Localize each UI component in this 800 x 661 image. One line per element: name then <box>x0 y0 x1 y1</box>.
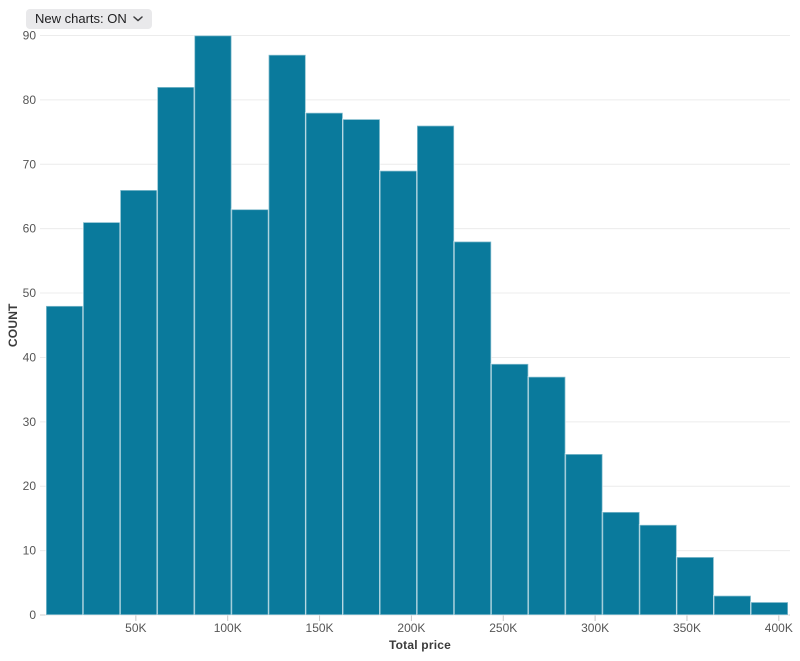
new-charts-toggle-label: New charts: ON <box>35 11 127 26</box>
histogram-bar[interactable] <box>45 305 84 616</box>
y-tick-label: 50 <box>23 286 37 300</box>
histogram-bar[interactable] <box>119 189 159 616</box>
histogram-bar[interactable] <box>230 208 270 616</box>
y-tick-label: 0 <box>29 608 36 622</box>
x-axis-title: Total price <box>389 638 451 652</box>
x-tick-label: 250K <box>489 621 517 635</box>
y-tick-label: 70 <box>23 157 37 171</box>
x-tick-label: 400K <box>765 621 793 635</box>
histogram-bar[interactable] <box>267 54 307 616</box>
y-tick-label: 10 <box>23 544 37 558</box>
x-tick-label: 50K <box>125 621 146 635</box>
y-tick-label: 60 <box>23 222 37 236</box>
histogram-bar[interactable] <box>564 453 604 616</box>
histogram-bar[interactable] <box>193 34 233 616</box>
histogram-bar[interactable] <box>342 118 381 616</box>
y-tick-label: 80 <box>23 93 37 107</box>
y-tick-label: 90 <box>23 29 37 43</box>
x-axis-ticks: 50K 100K 150K 200K 250K 300K 350K 400K <box>125 615 793 635</box>
x-tick-label: 300K <box>581 621 609 635</box>
histogram-bars <box>45 34 789 616</box>
x-tick-label: 100K <box>214 621 242 635</box>
x-tick-label: 350K <box>673 621 701 635</box>
histogram-bar[interactable] <box>490 363 530 616</box>
y-axis-title: COUNT <box>6 303 20 347</box>
histogram-bar[interactable] <box>379 169 418 616</box>
histogram-bar[interactable] <box>713 594 752 616</box>
histogram-bar[interactable] <box>416 124 455 616</box>
histogram-bar[interactable] <box>82 221 121 616</box>
chevron-down-icon <box>133 16 143 22</box>
x-tick-label: 200K <box>397 621 425 635</box>
histogram-bar[interactable] <box>156 86 196 616</box>
histogram-bar[interactable] <box>750 601 789 616</box>
histogram-bar[interactable] <box>638 524 678 616</box>
y-axis-tick-labels: 0 10 20 30 40 50 60 70 80 90 <box>23 29 37 623</box>
y-tick-label: 40 <box>23 350 37 364</box>
x-tick-label: 150K <box>306 621 334 635</box>
new-charts-toggle[interactable]: New charts: ON <box>26 9 152 29</box>
histogram-bar[interactable] <box>675 556 715 616</box>
histogram-bar[interactable] <box>601 511 641 616</box>
y-tick-label: 20 <box>23 479 37 493</box>
histogram-bar[interactable] <box>453 240 492 616</box>
histogram-bar[interactable] <box>527 376 567 616</box>
y-tick-label: 30 <box>23 415 37 429</box>
histogram-bar[interactable] <box>304 112 344 616</box>
